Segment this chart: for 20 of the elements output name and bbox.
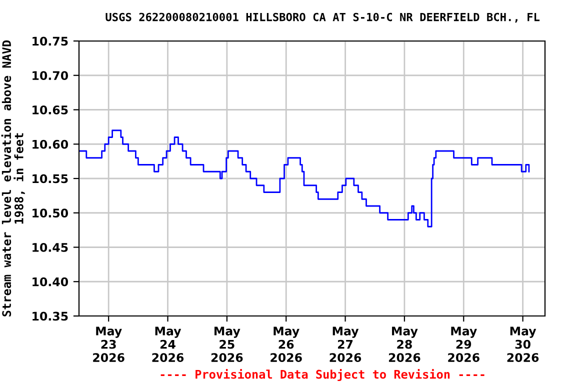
x-tick-label: May 29 2026 — [448, 326, 480, 362]
y-tick-label: 10.45 — [32, 242, 68, 252]
x-tick-label: May 28 2026 — [388, 326, 420, 362]
y-tick-label: 10.65 — [32, 105, 68, 114]
chart-title: USGS 262200080210001 HILLSBORO CA AT S-10-C NR DEERFIELD BCH., FL — [106, 12, 540, 23]
y-tick-label: 10.40 — [32, 277, 68, 286]
x-tick-label: May 30 2026 — [507, 326, 539, 362]
x-tick-label: May 26 2026 — [270, 326, 302, 362]
x-tick-label: May 27 2026 — [330, 326, 362, 362]
y-tick-label: 10.55 — [32, 174, 68, 184]
text: ---- Provisional Data Subject to Revision ---- — [160, 368, 484, 382]
y-axis-title: Stream water level elevation above NAVD 1988, in feet — [1, 40, 25, 316]
y-tick-label: 10.50 — [32, 208, 68, 218]
y-tick-label: 10.35 — [32, 312, 68, 321]
y-tick-label: 10.70 — [32, 71, 68, 80]
x-tick-label: May 24 2026 — [152, 326, 184, 362]
y-tick-label: 10.60 — [32, 140, 68, 149]
y-tick-label: 10.75 — [32, 36, 68, 46]
x-tick-label: May 23 2026 — [93, 326, 124, 362]
x-tick-label: May 25 2026 — [211, 326, 243, 362]
